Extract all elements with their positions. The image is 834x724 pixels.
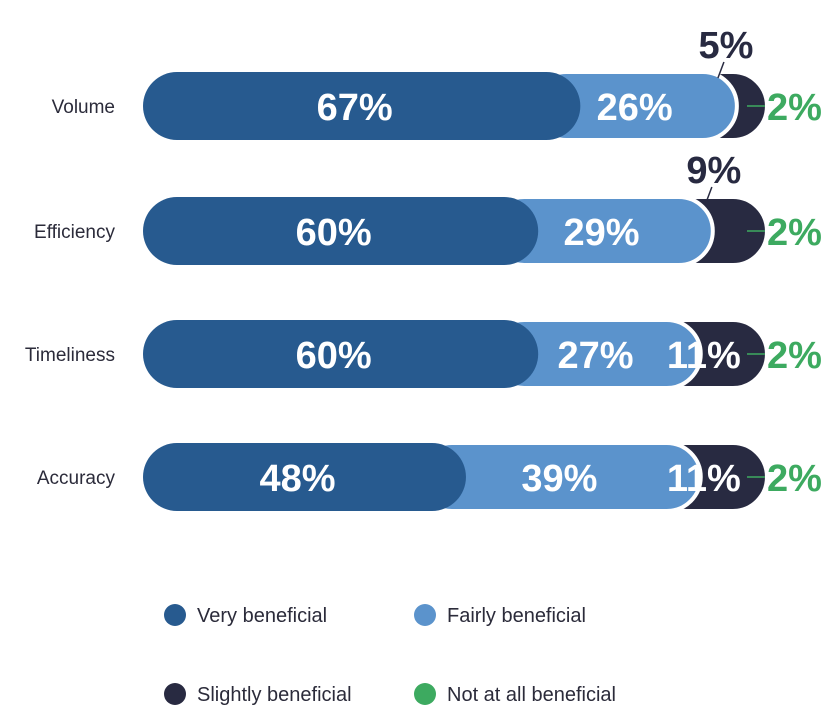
legend-label-fairly-beneficial: Fairly beneficial — [447, 605, 586, 627]
value-label-efficiency-not-at-all-beneficial: 2% — [767, 212, 822, 254]
value-label-accuracy-not-at-all-beneficial: 2% — [767, 458, 822, 500]
value-label-accuracy-very-beneficial: 48% — [259, 458, 335, 500]
legend-label-not-at-all-beneficial: Not at all beneficial — [447, 684, 616, 706]
legend-swatch-not-at-all-beneficial — [414, 683, 436, 705]
bar-segment-accuracy-very-beneficial — [143, 443, 466, 511]
legend-item-not-at-all-beneficial: Not at all beneficial — [414, 683, 616, 706]
value-label-timeliness-not-at-all-beneficial: 2% — [767, 335, 822, 377]
legend-item-fairly-beneficial: Fairly beneficial — [414, 604, 586, 627]
value-label-timeliness-slightly-beneficial: 11% — [667, 335, 741, 377]
bar-row-accuracy: Accuracy 48% 39% 11% 2% — [37, 441, 822, 513]
legend-swatch-fairly-beneficial — [414, 604, 436, 626]
value-label-accuracy-fairly-beneficial: 39% — [521, 458, 597, 500]
leader-line-efficiency-slightly-beneficial — [705, 186, 713, 204]
bar-row-timeliness: Timeliness 60% 27% 11% 2% — [25, 318, 822, 390]
legend-swatch-slightly-beneficial — [164, 683, 186, 705]
legend-label-slightly-beneficial: Slightly beneficial — [197, 684, 352, 706]
category-label-volume: Volume — [52, 97, 115, 118]
value-label-timeliness-very-beneficial: 60% — [296, 335, 372, 377]
value-label-volume-fairly-beneficial: 26% — [597, 87, 673, 129]
bar-segment-efficiency-very-beneficial — [143, 197, 539, 265]
bar-segment-volume-very-beneficial — [143, 72, 581, 140]
bar-row-efficiency: Efficiency 60% 29% 9% 2% — [34, 150, 822, 267]
category-label-accuracy: Accuracy — [37, 468, 116, 489]
legend-item-very-beneficial: Very beneficial — [164, 604, 327, 627]
legend-swatch-very-beneficial — [164, 604, 186, 626]
value-label-volume-slightly-beneficial: 5% — [698, 25, 753, 67]
value-label-efficiency-very-beneficial: 60% — [296, 212, 372, 254]
legend-label-very-beneficial: Very beneficial — [197, 605, 327, 627]
value-label-efficiency-fairly-beneficial: 29% — [563, 212, 639, 254]
category-label-efficiency: Efficiency — [34, 222, 115, 243]
legend: Very beneficial Fairly beneficial Slightly… — [164, 604, 616, 706]
value-label-accuracy-slightly-beneficial: 11% — [667, 458, 741, 500]
value-label-efficiency-slightly-beneficial: 9% — [686, 150, 741, 192]
category-label-timeliness: Timeliness — [25, 345, 115, 366]
value-label-volume-very-beneficial: 67% — [317, 87, 393, 129]
bar-segment-timeliness-very-beneficial — [143, 320, 539, 388]
bar-row-volume: Volume 67% 26% 5% 2% — [52, 25, 822, 142]
value-label-timeliness-fairly-beneficial: 27% — [557, 335, 633, 377]
leader-line-volume-slightly-beneficial — [717, 61, 725, 79]
value-label-volume-not-at-all-beneficial: 2% — [767, 87, 822, 129]
legend-item-slightly-beneficial: Slightly beneficial — [164, 683, 352, 706]
